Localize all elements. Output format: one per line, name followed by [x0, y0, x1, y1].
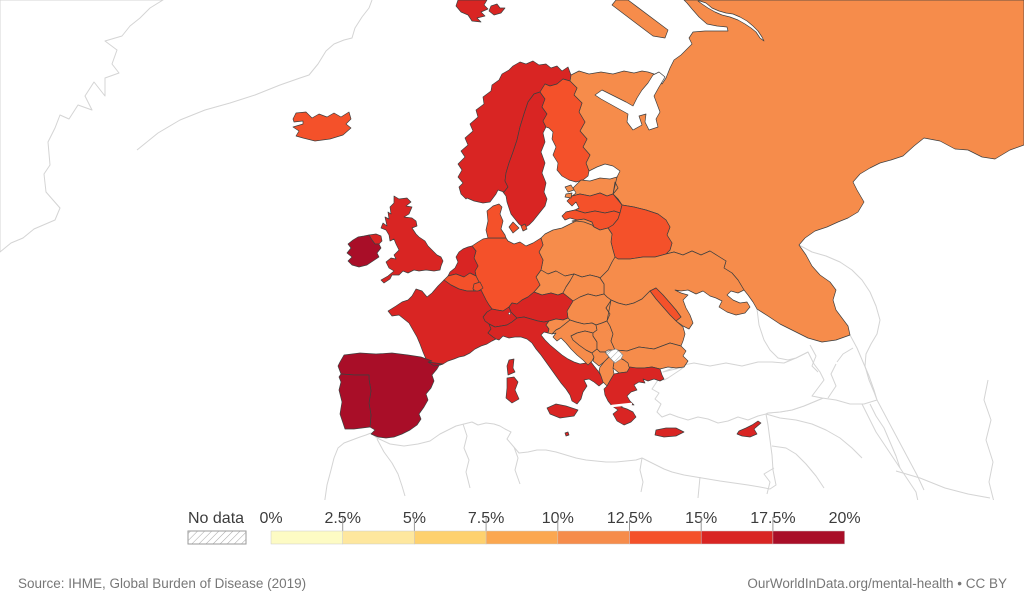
- svg-text:OurWorldInData.org/mental-heal: OurWorldInData.org/mental-health • CC BY: [747, 576, 1007, 591]
- svg-text:Source: IHME, Global Burden of: Source: IHME, Global Burden of Disease (…: [18, 576, 306, 591]
- svg-text:20%: 20%: [829, 510, 861, 527]
- svg-text:0%: 0%: [259, 510, 282, 527]
- svg-text:No data: No data: [188, 510, 244, 527]
